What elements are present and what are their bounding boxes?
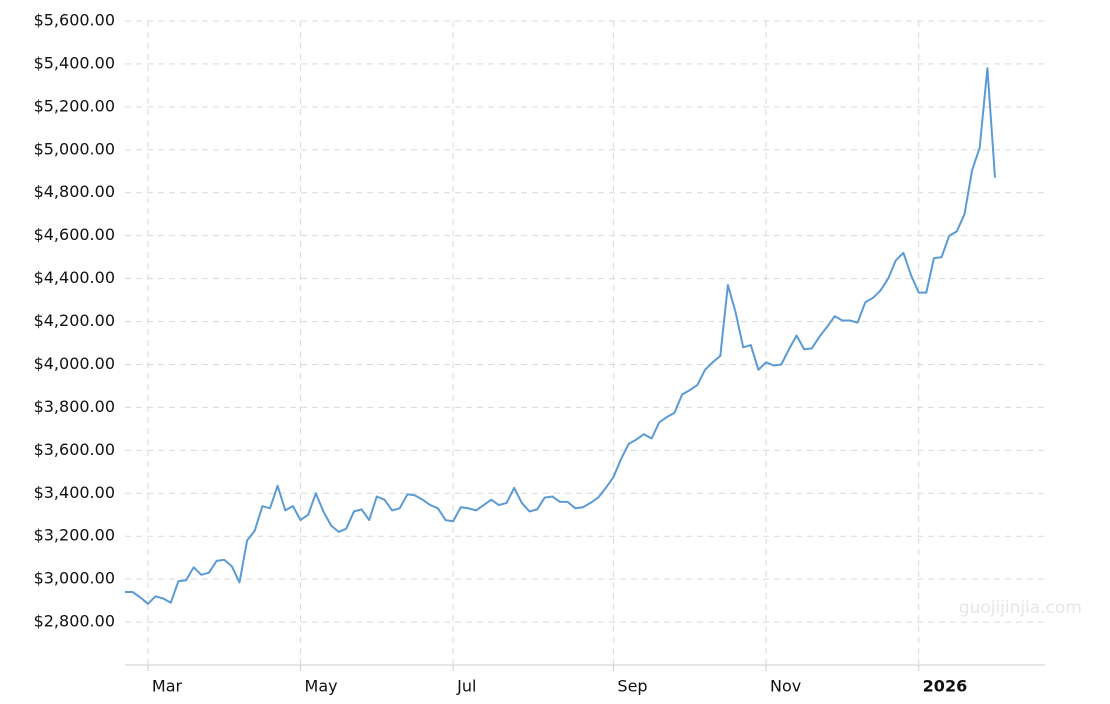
x-tick-label: Jul bbox=[456, 677, 476, 696]
y-tick-label: $3,600.00 bbox=[34, 440, 115, 459]
y-tick-label: $3,400.00 bbox=[34, 483, 115, 502]
x-tick-label: Nov bbox=[770, 677, 801, 696]
x-tick-label: Mar bbox=[152, 677, 183, 696]
y-tick-label: $3,200.00 bbox=[34, 526, 115, 545]
y-tick-label: $3,000.00 bbox=[34, 569, 115, 588]
y-tick-label: $4,400.00 bbox=[34, 268, 115, 287]
x-tick-label: 2026 bbox=[923, 677, 968, 696]
y-tick-label: $4,600.00 bbox=[34, 225, 115, 244]
y-tick-label: $2,800.00 bbox=[34, 612, 115, 631]
y-tick-label: $4,200.00 bbox=[34, 311, 115, 330]
y-tick-label: $5,200.00 bbox=[34, 96, 115, 115]
x-tick-label: May bbox=[305, 677, 338, 696]
y-tick-label: $4,000.00 bbox=[34, 354, 115, 373]
watermark: guojijinjia.com bbox=[959, 598, 1082, 618]
y-tick-label: $5,600.00 bbox=[34, 11, 115, 30]
y-tick-label: $3,800.00 bbox=[34, 397, 115, 416]
y-tick-label: $4,800.00 bbox=[34, 182, 115, 201]
y-tick-label: $5,000.00 bbox=[34, 139, 115, 158]
x-tick-label: Sep bbox=[617, 677, 647, 696]
y-tick-label: $5,400.00 bbox=[34, 53, 115, 72]
price-line bbox=[125, 67, 996, 605]
